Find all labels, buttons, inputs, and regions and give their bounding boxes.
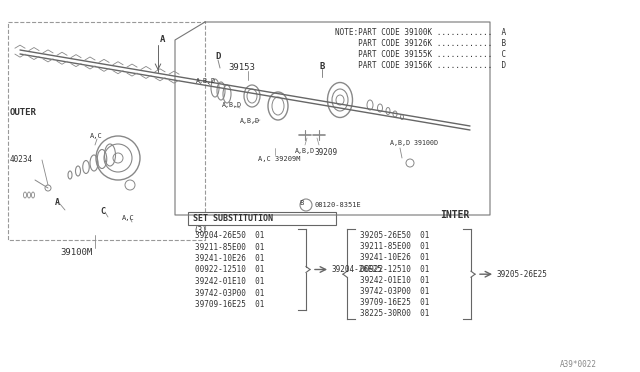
Text: 39153: 39153: [228, 63, 255, 72]
Text: A,B,D 39100D: A,B,D 39100D: [390, 140, 438, 146]
Text: 39100M: 39100M: [60, 248, 92, 257]
FancyBboxPatch shape: [188, 212, 336, 225]
Text: 00922-12510  01: 00922-12510 01: [360, 264, 429, 273]
Text: PART CODE 39155K ............  C: PART CODE 39155K ............ C: [335, 50, 506, 59]
Text: INTER: INTER: [440, 210, 469, 220]
Text: 39209: 39209: [315, 148, 338, 157]
Text: A,C: A,C: [90, 133, 103, 139]
Text: 39211-85E00  01: 39211-85E00 01: [195, 243, 264, 251]
Text: 39742-03P00  01: 39742-03P00 01: [360, 287, 429, 296]
Text: NOTE:PART CODE 39100K ............  A: NOTE:PART CODE 39100K ............ A: [335, 28, 506, 37]
Text: 39204-26E25: 39204-26E25: [332, 266, 383, 275]
Text: 39709-16E25  01: 39709-16E25 01: [195, 300, 264, 309]
Text: A,B,D: A,B,D: [295, 148, 315, 154]
Text: 39204-26E50  01: 39204-26E50 01: [195, 231, 264, 240]
Text: 39211-85E00  01: 39211-85E00 01: [360, 242, 429, 251]
Text: 39241-10E26  01: 39241-10E26 01: [360, 253, 429, 262]
Text: A,B,D: A,B,D: [196, 78, 216, 84]
Text: 39205-26E25: 39205-26E25: [497, 270, 548, 279]
Text: B: B: [300, 200, 304, 206]
Text: 38225-30R00  01: 38225-30R00 01: [360, 310, 429, 318]
Text: 08120-8351E: 08120-8351E: [315, 202, 362, 208]
Text: 40234: 40234: [10, 155, 33, 164]
Text: A,C 39209M: A,C 39209M: [258, 156, 301, 162]
Text: A39*0022: A39*0022: [560, 360, 597, 369]
Text: 39742-03P00  01: 39742-03P00 01: [195, 289, 264, 298]
Text: SET SUBSTITUTION: SET SUBSTITUTION: [193, 214, 273, 223]
Text: A: A: [160, 35, 165, 44]
Text: 39242-01E10  01: 39242-01E10 01: [195, 277, 264, 286]
Text: PART CODE 39156K ............  D: PART CODE 39156K ............ D: [335, 61, 506, 70]
Text: A,C: A,C: [122, 215, 135, 221]
Text: 00922-12510  01: 00922-12510 01: [195, 266, 264, 275]
Text: A: A: [55, 198, 60, 207]
Bar: [8, 22, 205, 240]
Text: A,B,D: A,B,D: [240, 118, 260, 124]
Text: 39709-16E25  01: 39709-16E25 01: [360, 298, 429, 307]
Text: C: C: [100, 207, 105, 216]
Text: 39242-01E10  01: 39242-01E10 01: [360, 276, 429, 285]
Text: PART CODE 39126K ............  B: PART CODE 39126K ............ B: [335, 39, 506, 48]
Text: B: B: [320, 62, 325, 71]
Text: 39205-26E50  01: 39205-26E50 01: [360, 231, 429, 240]
Text: (3): (3): [193, 226, 207, 235]
Text: OUTER: OUTER: [10, 108, 37, 117]
Text: D: D: [215, 52, 220, 61]
Text: 39241-10E26  01: 39241-10E26 01: [195, 254, 264, 263]
Text: A,B,D: A,B,D: [222, 102, 242, 108]
